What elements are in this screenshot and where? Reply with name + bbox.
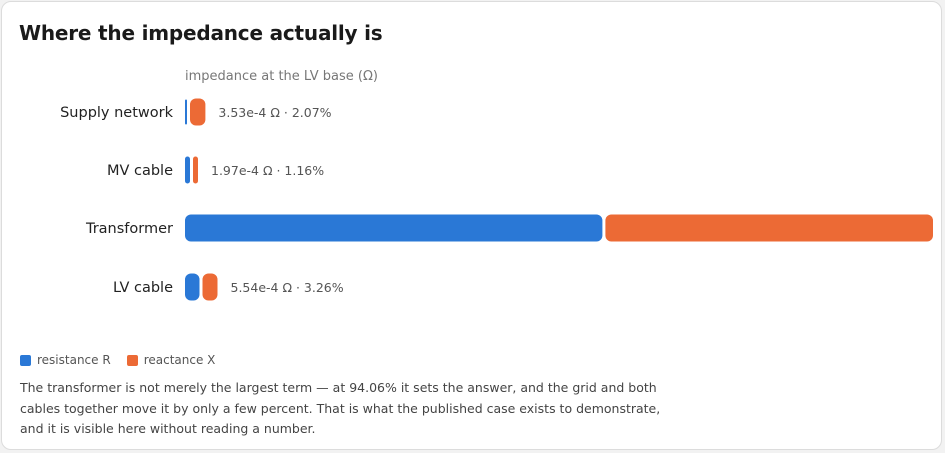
legend: resistance R reactance X: [20, 353, 215, 367]
chart-caption: The transformer is not merely the larges…: [20, 380, 661, 436]
reactance-swatch: [126, 354, 138, 366]
category-label-lv-cable: LV cable: [113, 280, 173, 296]
bar-resistance-3: [185, 273, 200, 301]
x-axis-title: impedance at the LV base (Ω): [185, 69, 378, 84]
bar-resistance-2: [185, 214, 603, 242]
legend-label-resistance: resistance R: [37, 353, 111, 367]
data-label-0: 3.53e-4 Ω · 2.07%: [218, 105, 331, 120]
bar-reactance-1: [193, 156, 198, 184]
bar-resistance-0: [185, 99, 187, 125]
legend-item-resistance: resistance R: [20, 353, 111, 367]
category-label-transformer: Transformer: [85, 221, 173, 237]
bar-reactance-0: [190, 98, 206, 126]
bar-reactance-2: [605, 214, 933, 242]
chart-title: Where the impedance actually is: [19, 21, 383, 45]
data-label-1: 1.97e-4 Ω · 1.16%: [211, 163, 324, 178]
legend-item-reactance: reactance X: [126, 353, 216, 367]
category-label-supply-network: Supply network: [60, 105, 174, 121]
bar-resistance-1: [185, 156, 190, 184]
category-label-mv-cable: MV cable: [107, 163, 173, 179]
data-label-3: 5.54e-4 Ω · 3.26%: [231, 280, 344, 295]
impedance-bar-chart: impedance at the LV base (Ω) Supply netw…: [60, 69, 933, 301]
legend-label-reactance: reactance X: [143, 353, 216, 367]
resistance-swatch: [20, 354, 31, 366]
bar-reactance-3: [202, 273, 218, 301]
